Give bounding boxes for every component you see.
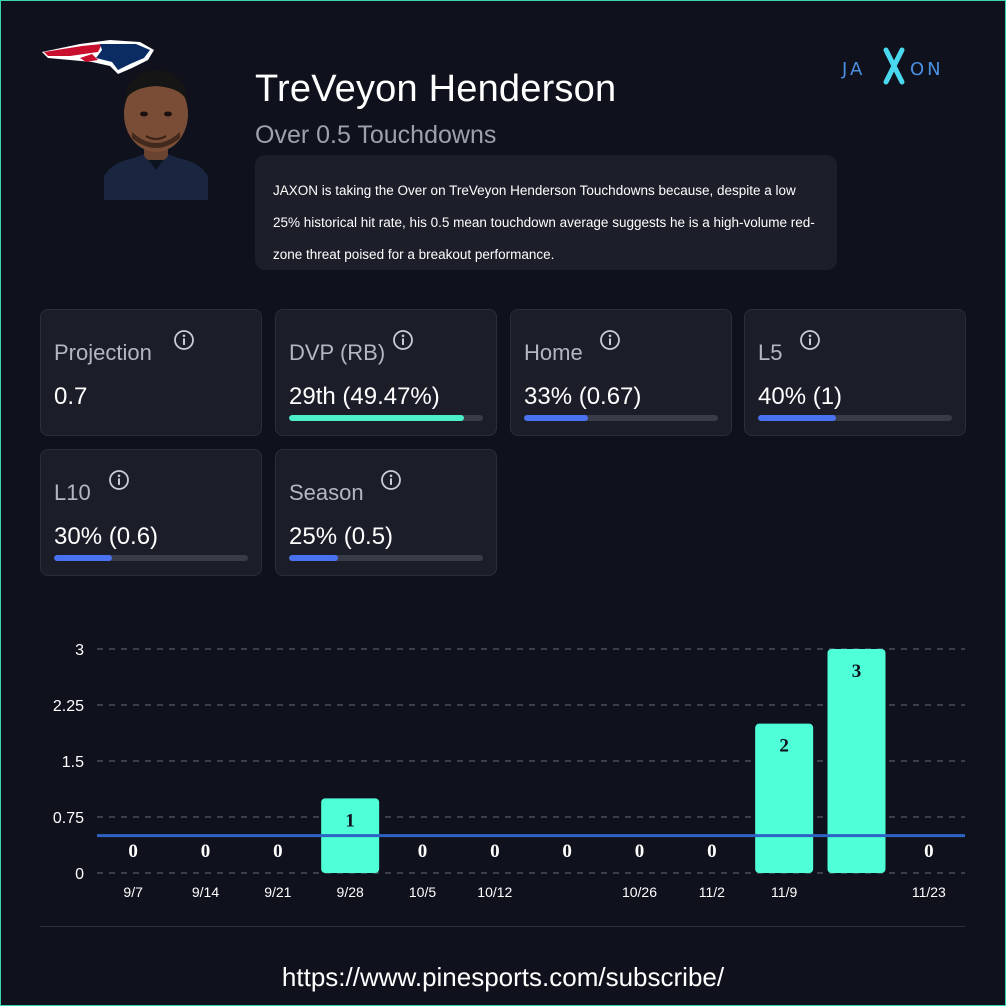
x-tick-label: 9/7 xyxy=(123,884,143,900)
progress-fill xyxy=(524,415,589,421)
data-label: 0 xyxy=(273,841,283,862)
stat-card-l10: L10 30% (0.6) xyxy=(40,449,262,576)
player-headshot xyxy=(104,70,208,200)
data-label: 0 xyxy=(707,841,717,862)
x-tick-label: 10/5 xyxy=(409,884,436,900)
bar xyxy=(827,649,886,873)
subscribe-link[interactable]: https://www.pinesports.com/subscribe/ xyxy=(281,962,725,992)
progress-fill xyxy=(289,415,464,421)
prop-line: Over 0.5 Touchdowns xyxy=(255,121,497,149)
stat-card-projection: Projection 0.7 xyxy=(40,309,262,436)
data-label: 0 xyxy=(128,841,138,862)
data-label: 0 xyxy=(418,841,428,862)
y-tick-label: 1.5 xyxy=(62,754,84,771)
stat-label: L5 xyxy=(758,340,783,365)
x-tick-label: 11/23 xyxy=(912,884,946,900)
stat-card-home: Home 33% (0.67) xyxy=(510,309,732,436)
player-name: TreVeyon Henderson xyxy=(255,68,617,110)
x-tick-label: 10/26 xyxy=(622,884,657,900)
stat-value: 40% (1) xyxy=(758,383,843,410)
y-tick-label: 0 xyxy=(75,866,84,883)
team-logo xyxy=(42,40,154,74)
svg-text:ON: ON xyxy=(910,59,944,80)
y-tick-label: 0.75 xyxy=(53,810,84,827)
analysis-box: JAXON is taking the Over on TreVeyon Hen… xyxy=(255,155,837,270)
jaxon-logo: JA ON xyxy=(841,47,944,85)
stat-value: 0.7 xyxy=(54,383,88,410)
progress-fill xyxy=(758,415,836,421)
stat-card-dvp: DVP (RB) 29th (49.47%) xyxy=(275,309,497,436)
x-tick-label: 10/12 xyxy=(477,884,512,900)
stat-value: 30% (0.6) xyxy=(54,523,159,550)
stat-value: 29th (49.47%) xyxy=(289,383,440,410)
x-tick-label: 9/28 xyxy=(337,884,364,900)
stat-card-season: Season 25% (0.5) xyxy=(275,449,497,576)
stat-label: L10 xyxy=(54,480,91,505)
touchdown-history-chart: 0 0.75 1.5 2.25 3 0 9/7 0 9/14 0 9/21 1 9/28 0 10/5 0 10… xyxy=(53,642,965,900)
data-label: 2 xyxy=(779,736,789,757)
stat-value: 33% (0.67) xyxy=(524,383,642,410)
progress-track xyxy=(54,555,248,561)
x-tick-label: 9/21 xyxy=(264,884,291,900)
data-label: 0 xyxy=(490,841,500,862)
x-tick-label: 11/2 xyxy=(699,884,725,900)
progress-track xyxy=(758,415,952,421)
stat-label: Home xyxy=(524,340,583,365)
svg-text:JA: JA xyxy=(841,59,865,80)
x-tick-label: 9/14 xyxy=(192,884,219,900)
y-tick-label: 3 xyxy=(75,642,84,659)
stat-label: Projection xyxy=(54,340,152,365)
progress-fill xyxy=(289,555,338,561)
x-tick-label: 11/9 xyxy=(771,884,797,900)
stat-card-l5: L5 40% (1) xyxy=(744,309,966,436)
y-tick-label: 2.25 xyxy=(53,698,84,715)
data-label: 3 xyxy=(852,661,862,682)
info-icon[interactable] xyxy=(799,329,821,351)
progress-track xyxy=(289,555,483,561)
progress-track xyxy=(524,415,718,421)
info-icon[interactable] xyxy=(108,469,130,491)
stat-label: Season xyxy=(289,480,364,505)
stat-value: 25% (0.5) xyxy=(289,523,394,550)
info-icon[interactable] xyxy=(599,329,621,351)
data-label: 1 xyxy=(345,810,355,831)
chart-divider xyxy=(40,926,965,927)
data-label: 0 xyxy=(924,841,934,862)
progress-track xyxy=(289,415,483,421)
info-icon[interactable] xyxy=(173,329,195,351)
data-label: 0 xyxy=(562,841,572,862)
data-label: 0 xyxy=(635,841,645,862)
progress-fill xyxy=(54,555,113,561)
info-icon[interactable] xyxy=(380,469,402,491)
data-label: 0 xyxy=(201,841,211,862)
info-icon[interactable] xyxy=(392,329,414,351)
analysis-text: JAXON is taking the Over on TreVeyon Hen… xyxy=(273,183,815,262)
stat-label: DVP (RB) xyxy=(289,340,386,365)
